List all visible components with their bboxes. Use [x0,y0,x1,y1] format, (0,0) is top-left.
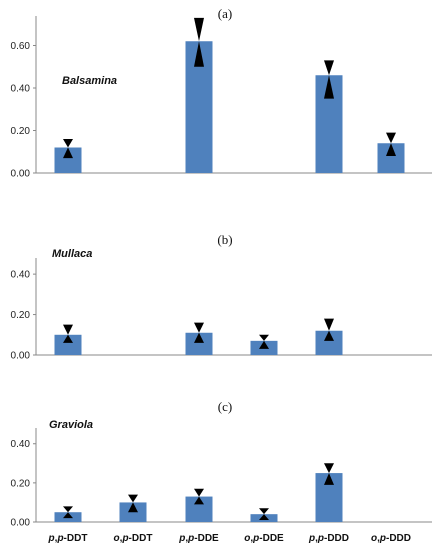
x-tick-label: o,p-DDT [114,533,153,544]
panel-a: 0.00 0.20 0.40 0.60 (a) Balsamina [11,6,432,180]
plant-label: Mullaca [52,248,92,260]
error-marker-lower [194,332,204,343]
plant-label: Balsamina [62,75,117,87]
y-tick-label: 0.20 [11,478,31,489]
error-marker-upper [386,132,396,144]
error-marker-lower [324,330,334,341]
error-marker-lower [194,41,204,67]
error-marker-lower [259,340,269,349]
error-marker-lower [324,75,334,99]
error-marker-upper [194,488,204,497]
y-tick-label: 0.60 [11,41,31,52]
error-marker-upper [63,506,73,513]
y-tick-label: 0.20 [11,310,31,321]
error-marker-lower [194,496,204,505]
error-marker-lower [324,473,334,485]
error-marker-lower [128,502,138,513]
error-marker-upper [259,334,269,341]
error-marker-upper [63,139,73,148]
error-marker-lower [63,334,73,343]
panel-b: 0.00 0.20 0.40 (b) Mullaca [11,232,432,362]
y-tick-label: 0.20 [11,126,31,137]
error-marker-upper [128,494,138,503]
x-tick-label: o,p-DDD [371,533,411,544]
panel-label: (c) [218,399,232,414]
error-marker-upper [324,463,334,474]
error-marker-lower [386,143,396,156]
y-tick-label: 0.40 [11,439,31,450]
error-marker-upper [259,508,269,515]
error-marker-upper [194,17,204,42]
error-marker-upper [324,60,334,76]
x-tick-label: p,p-DDT [48,533,88,544]
y-tick-label: 0.00 [11,518,31,529]
plant-label: Graviola [49,419,93,431]
x-tick-label: p,p-DDE [178,533,219,544]
error-marker-upper [194,322,204,333]
error-marker-upper [63,324,73,335]
y-tick-label: 0.40 [11,84,31,95]
y-tick-label: 0.00 [11,351,31,362]
error-marker-lower [63,147,73,159]
panel-c: 0.00 0.20 0.40 (c) Graviola [11,399,432,529]
panel-label: (a) [218,6,232,21]
x-tick-label: p,p-DDD [308,533,349,544]
x-axis-labels: p,p-DDT o,p-DDT p,p-DDE o,p-DDE p,p-DDD o,p-D… [48,533,411,544]
panel-label: (b) [217,232,232,247]
x-tick-label: o,p-DDE [244,533,284,544]
error-marker-lower [63,512,73,519]
error-marker-lower [259,514,269,521]
y-tick-label: 0.40 [11,270,31,281]
error-marker-upper [324,318,334,331]
bar [185,332,213,355]
bar [54,334,82,355]
y-tick-label: 0.00 [11,169,31,180]
